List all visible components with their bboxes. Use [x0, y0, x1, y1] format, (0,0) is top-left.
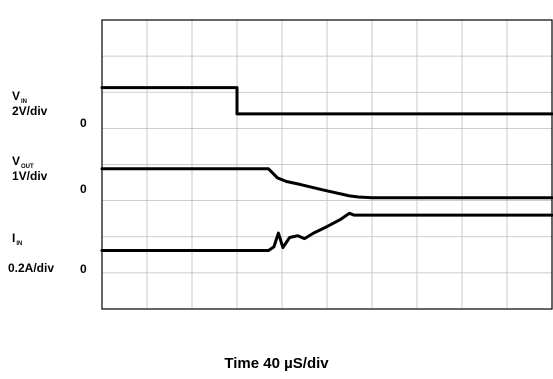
channel-scale-iin: 0.2A/div	[8, 261, 55, 275]
channel-symbol: V	[12, 89, 21, 103]
zero-marker-vout: 0	[80, 182, 87, 196]
grid	[102, 20, 552, 309]
channel-symbol: I	[12, 231, 16, 245]
channel-subscript: IN	[21, 99, 28, 105]
zero-marker-vin: 0	[80, 116, 87, 130]
traces	[100, 86, 553, 252]
channel-symbol: V	[12, 154, 21, 168]
channel-subscript: OUT	[21, 164, 34, 170]
channel-scale-vin: 2V/div	[12, 104, 48, 118]
channel-label-iin: IIN	[12, 232, 22, 250]
x-axis-label: Time 40 µS/div	[224, 355, 329, 372]
channel-label-vin: VIN	[12, 90, 27, 108]
zero-marker-iin: 0	[80, 262, 87, 276]
trace-i-in	[100, 211, 553, 252]
plot-border	[101, 19, 553, 310]
channel-label-vout: VOUT	[12, 155, 34, 173]
channel-subscript: IN	[16, 241, 23, 247]
channel-scale-vout: 1V/div	[12, 169, 48, 183]
trace-v-in	[100, 86, 553, 116]
trace-v-out	[100, 167, 553, 200]
